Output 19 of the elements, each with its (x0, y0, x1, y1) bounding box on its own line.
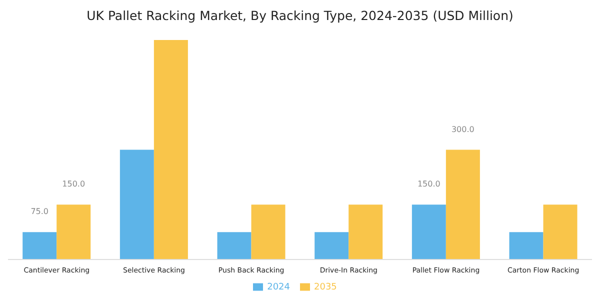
data-label: 75.0 (30, 207, 49, 216)
bar (56, 204, 91, 260)
bar (446, 150, 480, 260)
bar (154, 40, 188, 260)
data-label: 300.0 (451, 124, 474, 134)
chart-title: UK Pallet Racking Market, By Racking Type, 2024-2035 (USD Million) (86, 8, 514, 25)
bar (314, 232, 349, 260)
bar (120, 150, 154, 260)
legend-label: 2035 (314, 282, 337, 292)
bar (251, 204, 286, 260)
legend-label: 2024 (267, 282, 290, 292)
bar (217, 232, 252, 260)
bar (543, 204, 578, 260)
data-label: 150.0 (417, 180, 440, 189)
bar (509, 232, 544, 260)
bar (348, 204, 383, 260)
data-label: 150.0 (62, 180, 86, 189)
bar (412, 204, 446, 260)
bar (22, 232, 57, 260)
